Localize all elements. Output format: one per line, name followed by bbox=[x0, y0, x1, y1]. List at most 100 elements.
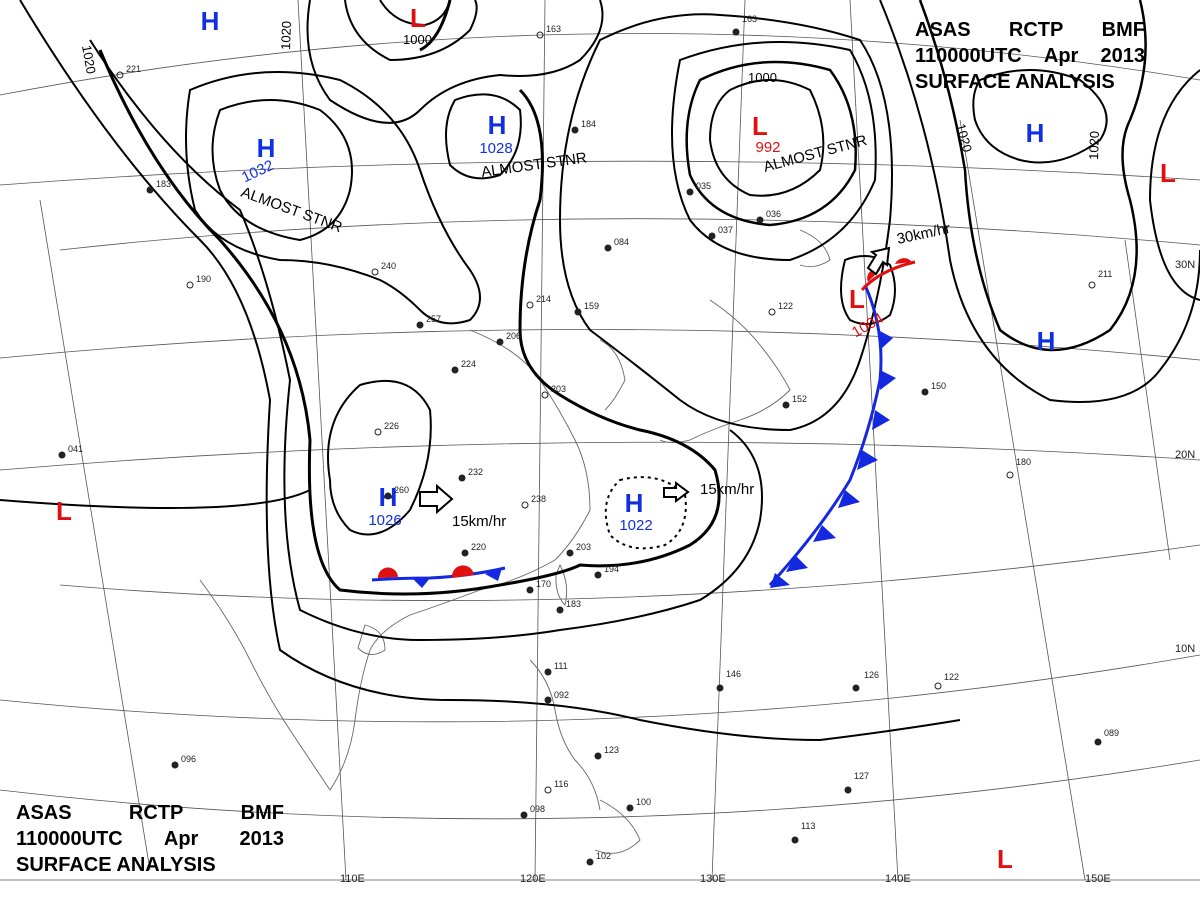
meridian-line bbox=[849, 0, 899, 881]
high-center-letter: H bbox=[488, 110, 507, 140]
station-plot: 163 bbox=[536, 24, 561, 39]
coastlines bbox=[199, 229, 831, 854]
meridian-line bbox=[959, 119, 1086, 881]
svg-text:240: 240 bbox=[381, 261, 396, 271]
station-plot: 116 bbox=[544, 779, 568, 794]
station-plot: 214 bbox=[526, 294, 551, 309]
station-plot: 163 bbox=[732, 14, 757, 36]
svg-text:113: 113 bbox=[801, 821, 815, 831]
stationary-front-line bbox=[371, 566, 506, 582]
low-center-letter: L bbox=[56, 496, 72, 526]
isobar bbox=[0, 489, 311, 509]
agency-code: RCTP bbox=[1008, 19, 1064, 41]
isobar-value-label: 1020 bbox=[953, 122, 975, 154]
china-coast bbox=[329, 329, 591, 791]
isobar-value-label: 1020 bbox=[79, 44, 99, 75]
station-plot: 159 bbox=[574, 301, 599, 316]
svg-text:098: 098 bbox=[530, 804, 545, 814]
parallel-line bbox=[0, 441, 1200, 471]
parallel-line bbox=[0, 759, 1200, 820]
svg-text:221: 221 bbox=[126, 64, 141, 74]
longitude-label: 110E bbox=[340, 873, 365, 885]
isobar bbox=[918, 0, 1147, 352]
high-center-letter: H bbox=[1037, 326, 1056, 356]
svg-text:037: 037 bbox=[718, 225, 733, 235]
isobar bbox=[671, 41, 877, 262]
isobar bbox=[306, 0, 604, 124]
high-center-letter: H bbox=[1026, 118, 1045, 148]
high-center-value: 1028 bbox=[479, 140, 512, 157]
svg-text:041: 041 bbox=[68, 444, 83, 454]
station-plot: 092 bbox=[544, 690, 569, 704]
svg-text:146: 146 bbox=[726, 669, 741, 679]
svg-text:035: 035 bbox=[696, 181, 711, 191]
title-block-top: ASAS RCTP BMF 110000UTC Apr 2013 SURFACE… bbox=[915, 17, 1145, 95]
svg-text:232: 232 bbox=[468, 467, 483, 477]
isobar bbox=[558, 13, 893, 432]
station-plot: 036 bbox=[756, 209, 781, 224]
low-center-letter: L bbox=[849, 284, 865, 314]
meridian-line bbox=[1124, 239, 1171, 561]
cold-front-triangle bbox=[838, 490, 860, 508]
svg-text:194: 194 bbox=[604, 564, 619, 574]
svg-text:214: 214 bbox=[536, 294, 551, 304]
svg-text:123: 123 bbox=[604, 745, 619, 755]
cold-front-triangle bbox=[485, 568, 502, 581]
warm-front-line bbox=[860, 260, 916, 292]
low-center-letter: L bbox=[752, 111, 768, 141]
station-plot: 232 bbox=[458, 467, 483, 482]
svg-text:206: 206 bbox=[506, 331, 521, 341]
meridian-line bbox=[297, 0, 347, 881]
svg-text:126: 126 bbox=[864, 670, 879, 680]
agency-code: ASAS bbox=[16, 802, 72, 824]
station-plot: 084 bbox=[604, 237, 629, 252]
station-plot: 041 bbox=[58, 444, 83, 459]
svg-text:036: 036 bbox=[766, 209, 781, 219]
hokkaido-coast bbox=[799, 229, 831, 268]
agency-row: ASAS RCTP BMF bbox=[16, 800, 284, 826]
korea-coast bbox=[599, 339, 626, 411]
station-plot: 170 bbox=[526, 579, 551, 594]
svg-text:152: 152 bbox=[792, 394, 807, 404]
station-plot: 122 bbox=[934, 672, 959, 690]
station-plot: 224 bbox=[451, 359, 476, 374]
station-plot: 184 bbox=[571, 119, 596, 134]
latitude-label: 30N bbox=[1175, 259, 1195, 271]
motion-arrow-icon bbox=[866, 246, 891, 276]
cold-front-triangle bbox=[880, 370, 896, 390]
high-center-letter: H bbox=[201, 6, 220, 36]
valid-year: 2013 bbox=[1100, 45, 1145, 67]
motion-arrows bbox=[419, 246, 891, 515]
parallel-line bbox=[0, 654, 1200, 723]
station-plot: 126 bbox=[852, 670, 879, 692]
longitude-label: 140E bbox=[885, 873, 911, 885]
agency-code: BMF bbox=[240, 802, 284, 824]
station-plot: 211 bbox=[1088, 269, 1112, 289]
title-block-bottom: ASAS RCTP BMF 110000UTC Apr 2013 SURFACE… bbox=[16, 800, 284, 878]
station-plot: 098 bbox=[520, 804, 545, 819]
longitude-label: 130E bbox=[700, 873, 726, 885]
taiwan-coast bbox=[555, 563, 568, 606]
svg-text:092: 092 bbox=[554, 690, 569, 700]
valid-year: 2013 bbox=[239, 828, 284, 850]
japan-coast bbox=[659, 299, 791, 443]
station-plot: 096 bbox=[171, 754, 196, 769]
svg-text:203: 203 bbox=[551, 384, 566, 394]
svg-text:211: 211 bbox=[1098, 269, 1112, 279]
warm-front-semicircle bbox=[377, 567, 398, 578]
valid-time: 110000UTC bbox=[16, 828, 123, 850]
svg-text:183: 183 bbox=[156, 179, 171, 189]
longitude-label: 120E bbox=[520, 873, 546, 885]
isobar-value-label: 1000 bbox=[748, 70, 777, 85]
isobar bbox=[19, 0, 961, 742]
station-plot: 146 bbox=[716, 669, 741, 692]
station-plot: 037 bbox=[708, 225, 733, 240]
svg-text:084: 084 bbox=[614, 237, 629, 247]
isobar bbox=[708, 79, 825, 197]
svg-text:163: 163 bbox=[546, 24, 561, 34]
svg-text:257: 257 bbox=[426, 314, 441, 324]
isobar bbox=[972, 69, 1108, 164]
isobar bbox=[685, 60, 857, 227]
station-plot: 183 bbox=[146, 179, 171, 194]
